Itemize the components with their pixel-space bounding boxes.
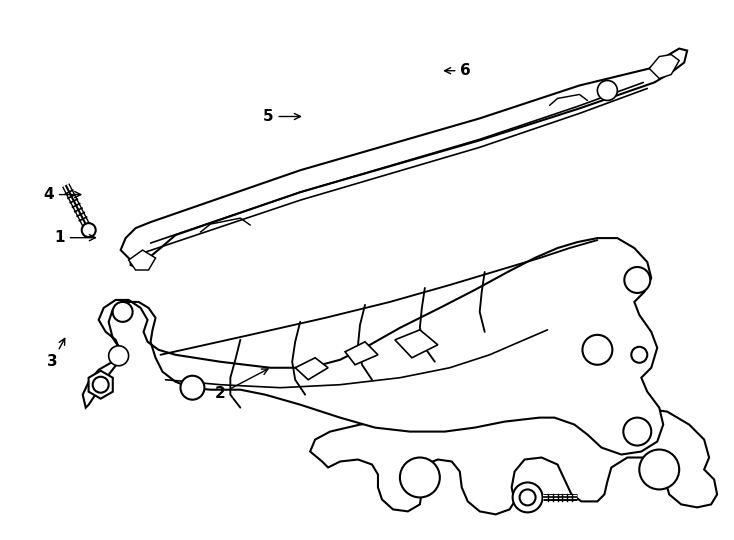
Polygon shape xyxy=(120,49,687,268)
Text: 2: 2 xyxy=(215,369,268,401)
Polygon shape xyxy=(395,330,437,358)
Circle shape xyxy=(623,417,651,446)
Text: 1: 1 xyxy=(54,230,95,245)
Circle shape xyxy=(109,346,128,366)
Polygon shape xyxy=(295,358,328,380)
Circle shape xyxy=(181,376,205,400)
Text: 6: 6 xyxy=(445,63,471,78)
Polygon shape xyxy=(310,408,717,515)
Circle shape xyxy=(81,223,95,237)
Circle shape xyxy=(400,457,440,497)
Circle shape xyxy=(92,377,109,393)
Circle shape xyxy=(583,335,612,365)
Circle shape xyxy=(597,80,617,100)
Text: 5: 5 xyxy=(263,109,300,124)
Text: 4: 4 xyxy=(43,187,81,202)
Polygon shape xyxy=(345,342,378,364)
Text: 3: 3 xyxy=(47,339,65,369)
Circle shape xyxy=(112,302,133,322)
Circle shape xyxy=(631,347,647,363)
Circle shape xyxy=(625,267,650,293)
Polygon shape xyxy=(128,250,156,270)
Circle shape xyxy=(639,449,679,489)
Polygon shape xyxy=(650,55,679,78)
Circle shape xyxy=(512,482,542,512)
Polygon shape xyxy=(83,238,664,455)
Circle shape xyxy=(520,489,536,505)
Polygon shape xyxy=(89,371,113,399)
